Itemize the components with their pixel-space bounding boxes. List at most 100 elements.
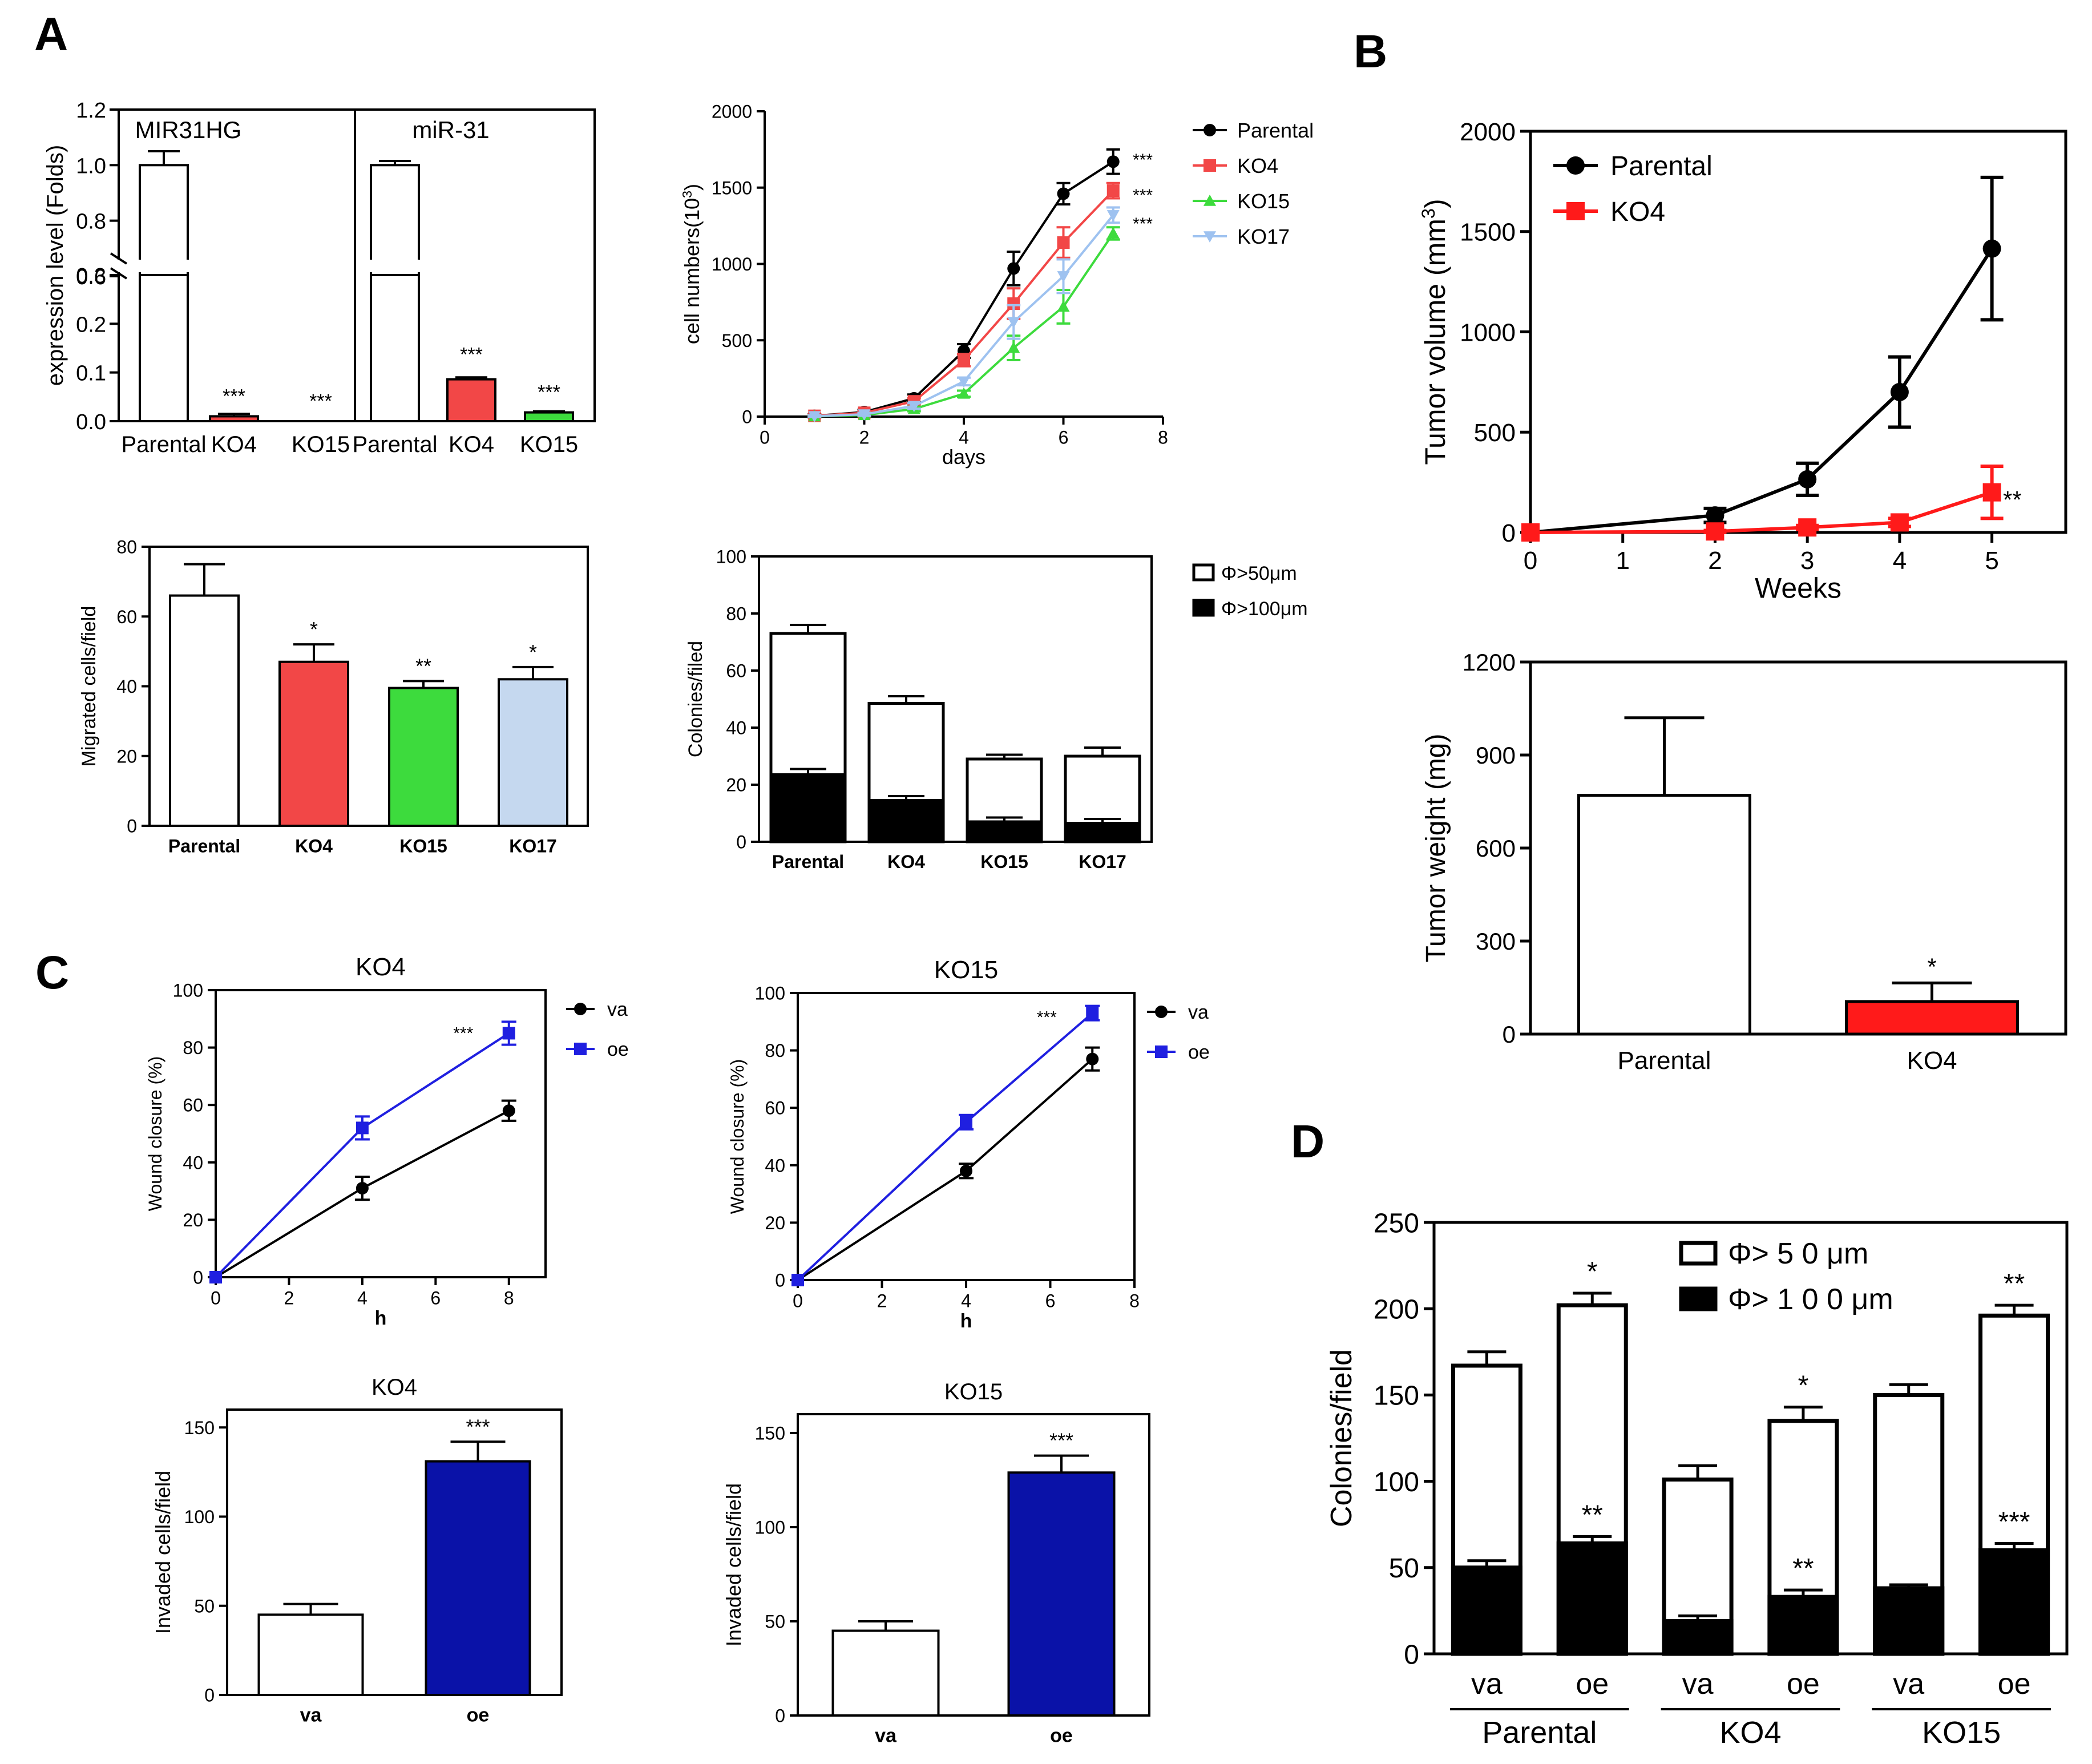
group-label: MIR31HG — [135, 116, 242, 143]
x-axis-label: Weeks — [1755, 572, 1841, 604]
data-point — [1057, 236, 1070, 249]
legend-label: va — [1188, 1002, 1209, 1023]
y-axis-label-end: ) — [680, 184, 704, 191]
data-point — [1007, 341, 1020, 353]
series-oe — [209, 1020, 516, 1283]
significance-label: * — [310, 617, 318, 641]
y-tick-label: 1500 — [1460, 219, 1516, 247]
y-tick-label: 150 — [184, 1418, 215, 1438]
data-point — [1106, 227, 1120, 239]
significance-label: ** — [1792, 1553, 1814, 1584]
series-va — [791, 1046, 1100, 1286]
data-point — [960, 1164, 972, 1177]
x-category-label: va — [1471, 1668, 1503, 1701]
data-point — [1106, 210, 1120, 221]
bar — [524, 411, 574, 423]
y-tick-label: 80 — [765, 1040, 785, 1061]
significance-label: *** — [1133, 151, 1153, 169]
y-tick-label: 60 — [726, 661, 746, 681]
plot-frame — [1432, 1221, 2069, 1656]
y-axis-label: Colonies/filed — [685, 641, 706, 757]
plot-frame — [215, 989, 547, 1278]
data-point — [1086, 1007, 1099, 1020]
y-tick-label: 1500 — [712, 177, 752, 198]
x-category-label: oe — [1787, 1668, 1820, 1701]
x-tick-label: 1 — [1616, 547, 1629, 575]
x-category-label: oe — [1576, 1668, 1609, 1701]
legend-swatch-large — [1192, 599, 1215, 617]
data-point — [1706, 506, 1725, 525]
x-category-label: Parental — [772, 851, 844, 872]
y-tick-label: 500 — [1474, 419, 1516, 447]
bar-upper — [139, 164, 189, 278]
y-axis-label-sup: 3 — [1418, 208, 1439, 219]
series-line — [797, 1058, 1093, 1281]
y-axis-label: cell numbers(103) — [680, 184, 704, 344]
group-label: KO15 — [1922, 1715, 2001, 1750]
x-category-label: va — [1682, 1668, 1714, 1701]
y-tick-label: 0.8 — [76, 210, 106, 234]
x-category-label: Parental — [1618, 1047, 1711, 1075]
data-point — [1106, 155, 1120, 168]
x-tick-label: 8 — [504, 1288, 514, 1309]
y-tick-label: 0 — [193, 1268, 203, 1288]
legend-marker — [1155, 1046, 1168, 1058]
legend-marker — [1566, 202, 1585, 220]
y-tick-label: 20 — [183, 1210, 203, 1230]
axis-break-mark — [110, 267, 128, 280]
x-category-label: KO4 — [1907, 1047, 1957, 1075]
series-KO15 — [807, 226, 1120, 422]
y-tick-label: 1.0 — [76, 154, 106, 178]
y-tick-label: 1200 — [1463, 649, 1516, 676]
group-label: Parental — [1482, 1715, 1597, 1750]
y-tick-label: 0.1 — [76, 362, 106, 386]
bar-large-colonies — [966, 820, 1043, 843]
y-tick-label: 1000 — [1460, 318, 1516, 346]
y-axis-label: Wound closure (%) — [727, 1059, 748, 1214]
chart-tumor_volume: 0 500 1000 1500 2000 0 1 2 3 4 5 Weeks Tumor volume … — [1418, 118, 2067, 604]
x-axis-label: h — [960, 1310, 972, 1332]
bar — [388, 687, 459, 827]
series-oe — [791, 1004, 1100, 1286]
x-tick-label: 2 — [284, 1288, 294, 1309]
y-tick-label: 100 — [755, 983, 785, 1004]
data-point — [1521, 523, 1540, 542]
significance-label: *** — [1998, 1507, 2030, 1537]
significance-label: *** — [309, 390, 332, 412]
y-tick-label: 1.2 — [76, 99, 106, 123]
x-tick-label: 0 — [760, 427, 770, 448]
series-line — [797, 1012, 1093, 1281]
y-tick-label: 100 — [755, 1517, 785, 1538]
data-point — [1057, 187, 1070, 200]
y-tick-label: 60 — [183, 1095, 203, 1116]
legend-label: Φ>50μm — [1221, 563, 1297, 584]
y-tick-label: 1000 — [712, 254, 752, 275]
data-point — [1057, 271, 1070, 282]
chart-invasion_ko4: 0 50 100 150 Invaded cells/field KO4 va *** oe — [151, 1375, 563, 1726]
y-tick-label: 80 — [183, 1038, 203, 1058]
legend-label: KO4 — [1610, 197, 1665, 227]
legend-label: va — [607, 999, 628, 1020]
x-tick-label: 5 — [1985, 547, 1998, 575]
bar-large-colonies — [1767, 1595, 1839, 1656]
bar-large-colonies — [1451, 1565, 1522, 1656]
y-tick-label: 0 — [1404, 1640, 1419, 1670]
data-point — [1706, 522, 1725, 541]
bar — [169, 594, 240, 827]
significance-label: *** — [1037, 1008, 1057, 1027]
x-category-label: oe — [467, 1704, 490, 1726]
y-tick-label: 80 — [726, 604, 746, 624]
y-axis-label: Colonies/field — [1325, 1349, 1358, 1527]
x-tick-label: 8 — [1158, 427, 1168, 448]
bar — [498, 678, 568, 827]
y-axis-label: Tumor weight (mg) — [1421, 734, 1451, 963]
bar-large-colonies — [1662, 1619, 1734, 1656]
significance-label: ** — [1582, 1500, 1603, 1530]
legend-swatch-small — [1679, 1241, 1718, 1266]
data-point — [1798, 470, 1817, 489]
legend-label: Parental — [1610, 151, 1713, 181]
legend-marker — [1155, 1006, 1168, 1018]
x-tick-label: 4 — [1893, 547, 1907, 575]
y-axis-label-sup: 3 — [680, 191, 694, 198]
legend-marker — [1203, 195, 1216, 206]
